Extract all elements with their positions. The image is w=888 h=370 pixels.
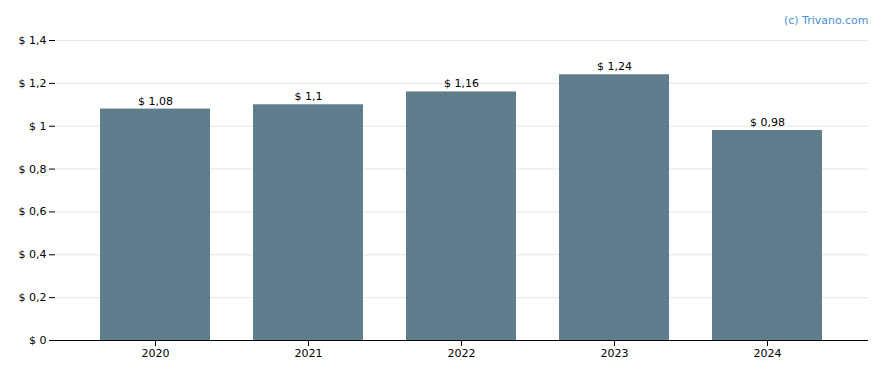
svg-text:$ 1,1: $ 1,1 bbox=[295, 90, 323, 103]
svg-text:$ 1,4: $ 1,4 bbox=[19, 34, 47, 47]
svg-text:$ 0,8: $ 0,8 bbox=[19, 163, 47, 176]
svg-text:$ 0,6: $ 0,6 bbox=[19, 205, 47, 218]
svg-text:$ 1,16: $ 1,16 bbox=[444, 77, 479, 90]
svg-text:$ 1,24: $ 1,24 bbox=[597, 60, 632, 73]
svg-text:(c) Trivano.com: (c) Trivano.com bbox=[784, 14, 869, 27]
svg-text:$ 0: $ 0 bbox=[29, 334, 47, 347]
svg-text:$ 1,08: $ 1,08 bbox=[138, 95, 173, 108]
svg-text:2024: 2024 bbox=[754, 347, 782, 360]
svg-text:2021: 2021 bbox=[295, 347, 323, 360]
svg-text:2020: 2020 bbox=[142, 347, 170, 360]
svg-text:$ 1,2: $ 1,2 bbox=[19, 77, 47, 90]
svg-text:$ 0,98: $ 0,98 bbox=[750, 116, 785, 129]
svg-text:2022: 2022 bbox=[448, 347, 476, 360]
svg-text:2023: 2023 bbox=[601, 347, 629, 360]
svg-text:$ 0,4: $ 0,4 bbox=[19, 248, 47, 261]
svg-text:$ 0,2: $ 0,2 bbox=[19, 291, 47, 304]
svg-text:$ 1: $ 1 bbox=[29, 120, 47, 133]
